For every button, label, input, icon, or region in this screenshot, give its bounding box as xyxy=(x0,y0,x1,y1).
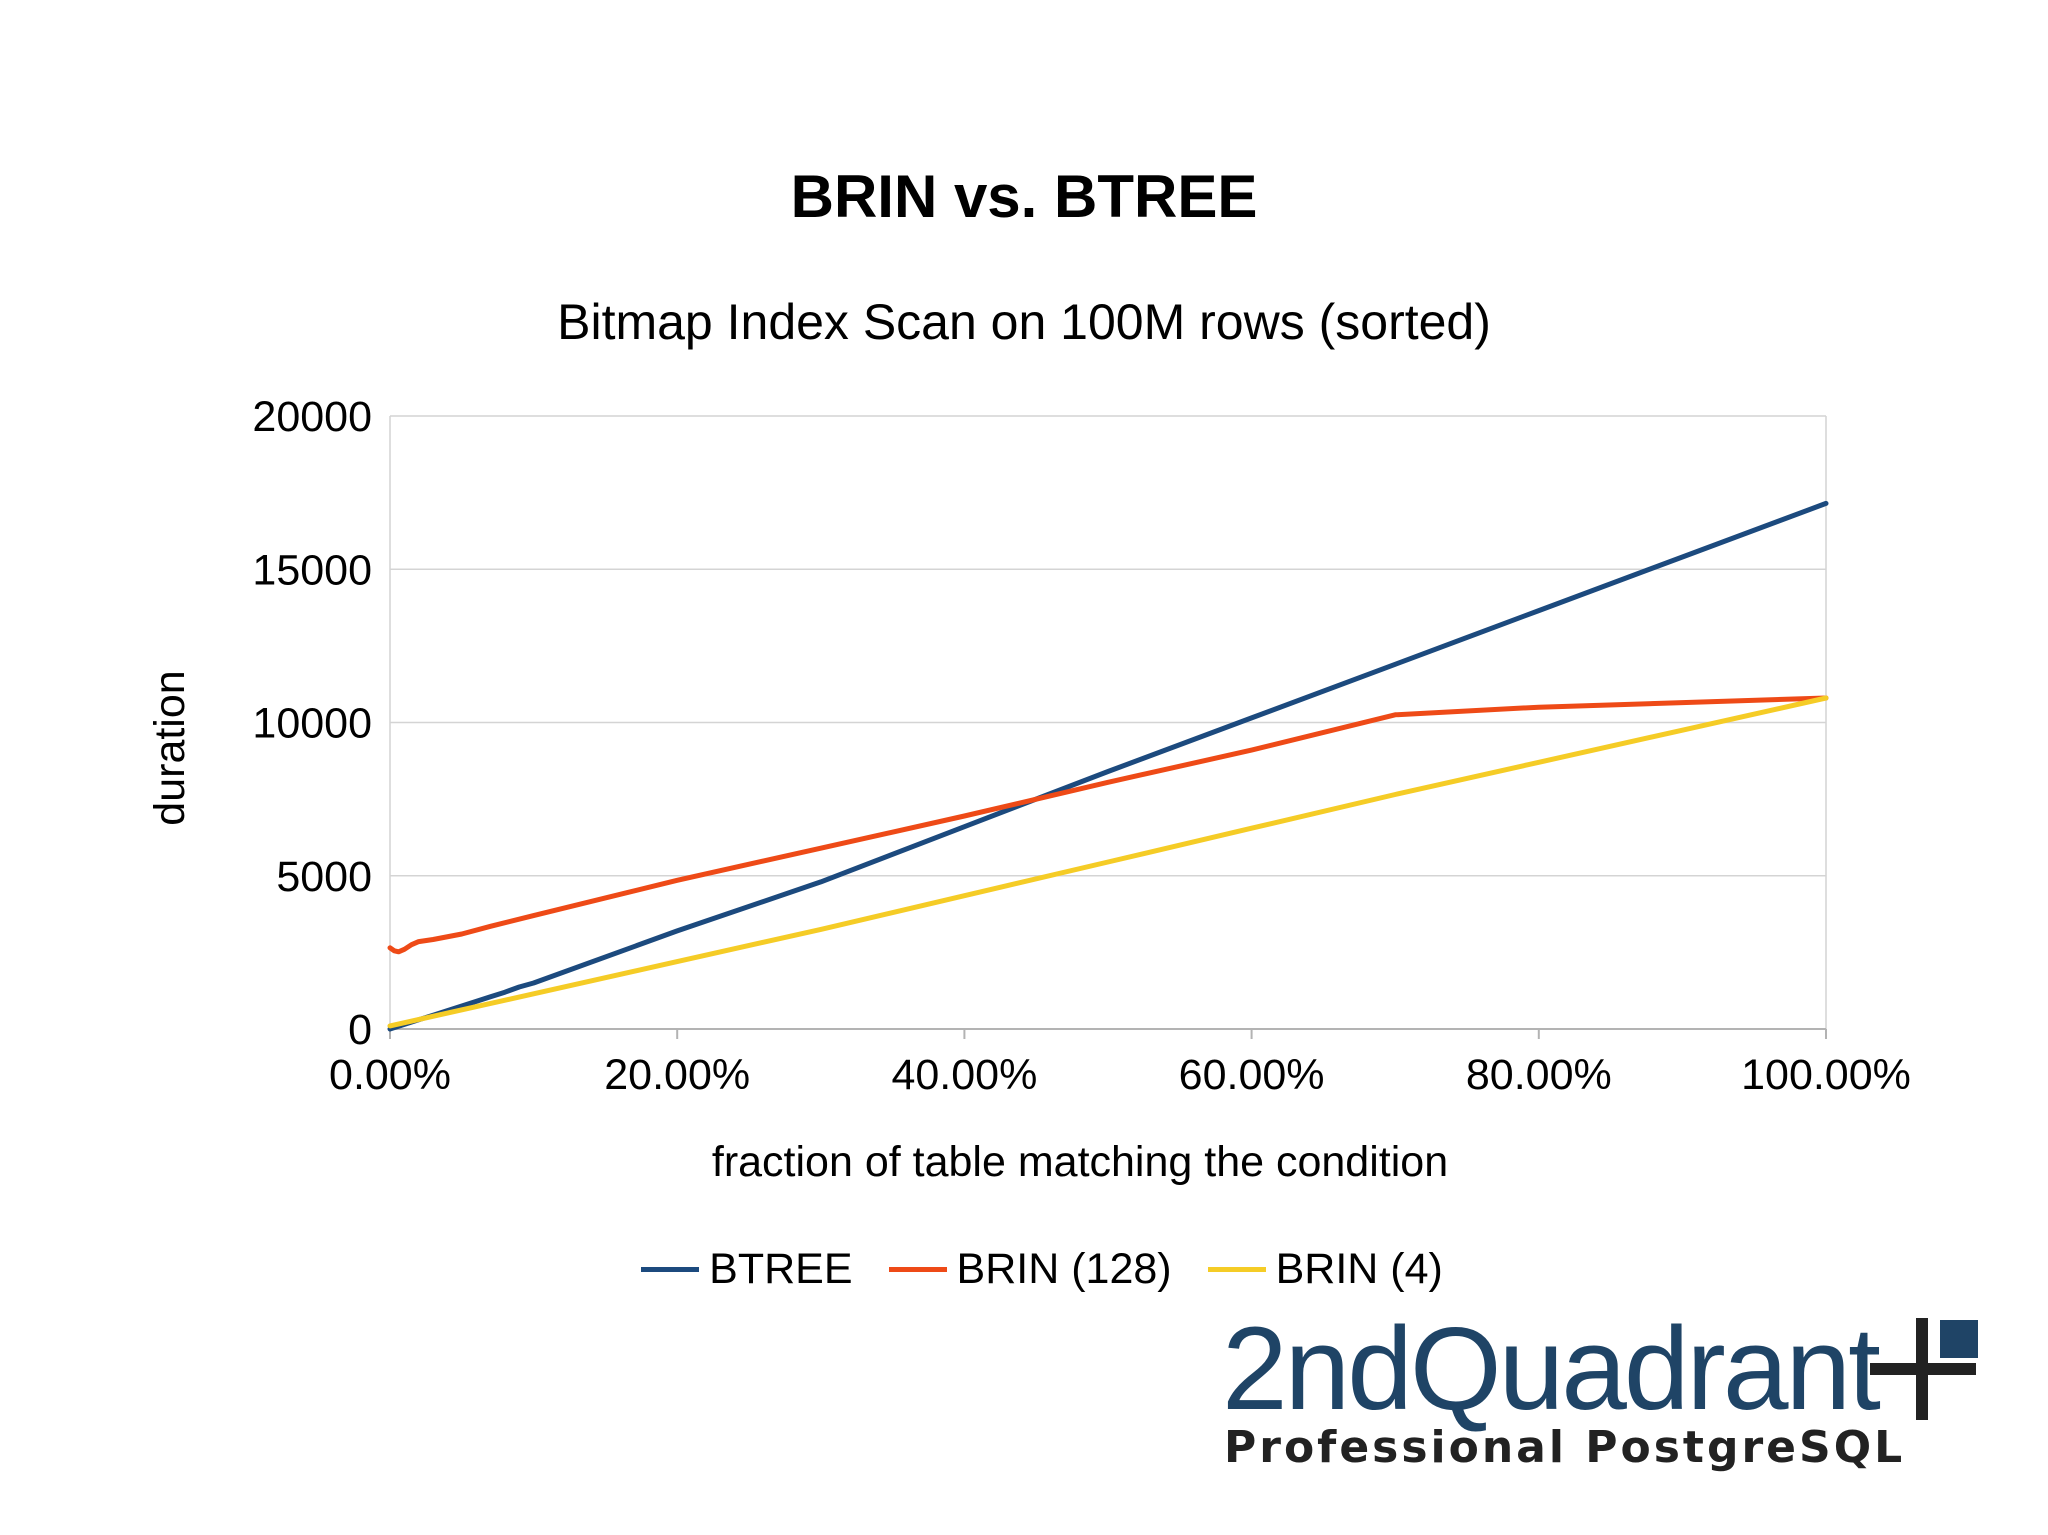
y-tick-label: 20000 xyxy=(252,393,372,441)
x-tick-label: 0.00% xyxy=(329,1051,451,1099)
x-tick-label: 20.00% xyxy=(604,1051,750,1099)
x-tick-label: 80.00% xyxy=(1466,1051,1612,1099)
legend-item-brin-4: BRIN (4) xyxy=(1207,1245,1443,1294)
legend-item-btree: BTREE xyxy=(641,1245,853,1294)
y-tick-label: 15000 xyxy=(252,546,372,594)
legend-label-brin-128: BRIN (128) xyxy=(956,1245,1172,1293)
x-tick-label: 40.00% xyxy=(891,1051,1037,1099)
y-tick-label: 5000 xyxy=(276,853,372,901)
legend-label-btree: BTREE xyxy=(709,1245,853,1293)
logo-cross-icon xyxy=(1870,1318,1978,1420)
y-axis-title: duration xyxy=(146,670,194,825)
chart-title: BRIN vs. BTREE xyxy=(790,163,1258,230)
logo-wordmark: 2ndQuadrant xyxy=(1222,1303,1881,1435)
series-line-brin-4 xyxy=(387,695,1829,1029)
series-line-btree xyxy=(387,500,1829,1032)
legend-label-brin-4: BRIN (4) xyxy=(1275,1245,1443,1293)
legend-swatch-btree xyxy=(641,1267,700,1272)
logo-tagline: Professional PostgreSQL xyxy=(1224,1422,1906,1473)
chart-subtitle: Bitmap Index Scan on 100M rows (sorted) xyxy=(557,294,1491,350)
y-tick-label: 0 xyxy=(348,1006,372,1054)
legend-swatch-brin-4 xyxy=(1207,1267,1266,1272)
series-line-brin-128 xyxy=(387,695,1829,955)
company-logo: 2ndQuadrant Professional PostgreSQL xyxy=(1222,1310,1982,1478)
x-tick-label: 100.00% xyxy=(1741,1051,1911,1099)
x-axis-title: fraction of table matching the condition xyxy=(712,1138,1448,1186)
legend-swatch-brin-128 xyxy=(888,1267,947,1272)
legend-item-brin-128: BRIN (128) xyxy=(888,1245,1172,1294)
y-tick-label: 10000 xyxy=(252,700,372,748)
x-tick-label: 60.00% xyxy=(1179,1051,1325,1099)
legend: BTREE BRIN (128) BRIN (4) xyxy=(0,1245,2048,1294)
